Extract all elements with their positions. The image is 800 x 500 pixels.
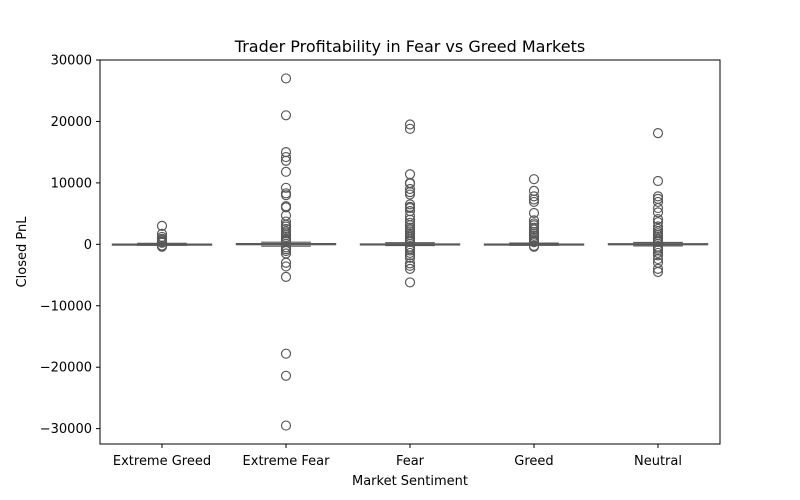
outlier-point — [528, 196, 540, 208]
outlier-point — [280, 155, 292, 166]
outlier-point — [652, 207, 664, 218]
outlier-point — [156, 237, 168, 248]
outlier-point — [404, 245, 416, 256]
outlier-point — [404, 252, 416, 263]
y-tick-label: −10000 — [40, 299, 92, 314]
outlier-point — [156, 241, 168, 252]
outlier-point — [156, 220, 168, 231]
outlier-point — [404, 119, 416, 130]
y-axis-label: Closed PnL — [15, 216, 30, 288]
x-axis-label: Market Sentiment — [352, 474, 468, 489]
y-tick-label: 0 — [84, 238, 92, 253]
outlier-point — [280, 190, 292, 201]
y-tick-label: −20000 — [40, 361, 92, 376]
outlier-point — [652, 202, 664, 214]
axes: −30000 −20000 −10000 0 10000 20000 30000 Extrem… — [40, 54, 682, 470]
outlier-point — [652, 128, 664, 139]
outlier-point — [280, 73, 292, 84]
x-tick-label: Extreme Greed — [113, 454, 211, 469]
outlier-point — [404, 186, 416, 198]
outlier-point — [404, 260, 416, 271]
outlier-point — [652, 253, 664, 265]
outlier-point — [280, 151, 292, 163]
outlier-point — [652, 175, 664, 187]
outlier-point — [280, 271, 292, 282]
outlier-point — [652, 196, 664, 208]
box-group — [111, 220, 213, 252]
y-tick-label: 30000 — [51, 54, 92, 69]
outlier-point — [652, 214, 664, 225]
outlier-point — [280, 182, 292, 193]
outlier-point — [404, 263, 416, 274]
outlier-point — [280, 216, 292, 227]
chart-title: Trader Profitability in Fear vs Greed Ma… — [234, 37, 585, 56]
y-tick-label: 10000 — [51, 176, 92, 191]
outlier-point — [652, 191, 664, 202]
outlier-point — [404, 214, 416, 225]
outlier-point — [404, 169, 416, 180]
outlier-point — [280, 166, 292, 177]
outlier-point — [404, 123, 416, 134]
outlier-point — [404, 183, 416, 195]
outlier-point — [280, 348, 292, 359]
box-group — [607, 128, 709, 278]
plot-frame — [99, 59, 721, 445]
outlier-point — [528, 207, 540, 219]
y-tick-label: 20000 — [51, 115, 92, 130]
y-tick-label: −30000 — [40, 422, 92, 437]
outlier-point — [404, 202, 416, 214]
outlier-point — [652, 223, 664, 235]
outlier-point — [404, 247, 416, 259]
x-tick-label: Extreme Fear — [243, 454, 331, 469]
outlier-point — [404, 189, 416, 200]
outlier-point — [528, 241, 540, 252]
outlier-point — [404, 220, 416, 231]
outlier-point — [528, 237, 540, 248]
outlier-point — [280, 245, 292, 257]
outlier-point — [280, 257, 292, 268]
outlier-point — [404, 250, 416, 261]
outlier-point — [280, 223, 292, 235]
outlier-point — [280, 370, 292, 381]
x-tick-label: Fear — [396, 454, 425, 469]
x-tick-label: Greed — [514, 454, 553, 469]
outlier-point — [528, 194, 540, 205]
outlier-point — [528, 224, 540, 235]
plot-area — [111, 73, 709, 431]
outlier-point — [404, 258, 416, 269]
x-tick-label: Neutral — [634, 454, 682, 469]
outlier-point — [652, 263, 664, 274]
outlier-point — [280, 202, 292, 213]
outlier-point — [404, 277, 416, 288]
outlier-point — [652, 250, 664, 261]
box-group — [483, 174, 585, 252]
box-group — [235, 73, 337, 431]
outlier-point — [652, 247, 664, 259]
outlier-point — [652, 266, 664, 278]
outlier-point — [280, 110, 292, 121]
outlier-point — [280, 261, 292, 272]
outlier-point — [280, 236, 292, 247]
outlier-point — [528, 191, 540, 202]
outlier-point — [404, 199, 416, 210]
box-group — [359, 119, 461, 288]
outlier-point — [280, 420, 292, 431]
outlier-point — [528, 174, 540, 185]
